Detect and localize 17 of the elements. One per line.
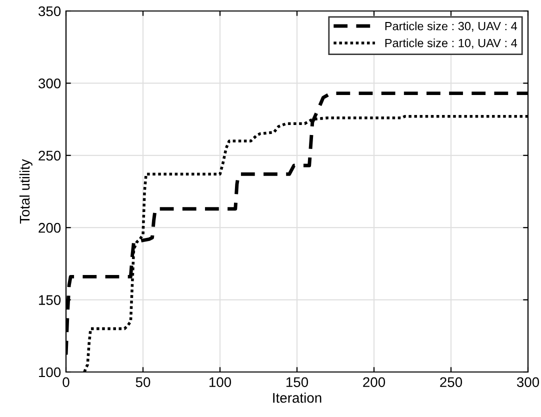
y-tick-label: 200 — [38, 222, 61, 233]
y-tick-label: 150 — [39, 295, 61, 305]
x-tick-label: 200 — [363, 377, 386, 388]
x-tick-label: 100 — [209, 377, 232, 388]
y-tick-label: 350 — [38, 6, 61, 16]
y-tick-label: 250 — [38, 150, 61, 161]
x-tick-label: 300 — [516, 377, 540, 388]
x-tick-label: 0 — [62, 377, 70, 388]
legend-label: Particle size : 30, UAV : 4 — [385, 22, 518, 32]
x-tick-label: 150 — [286, 377, 308, 388]
x-axis-title: Iteration — [273, 392, 322, 403]
x-tick-label: 250 — [440, 377, 462, 388]
legend-label: Particle size : 10, UAV : 4 — [385, 38, 518, 49]
y-tick-label: 300 — [38, 78, 61, 88]
y-tick-label: 100 — [39, 367, 61, 378]
y-axis-title: Total utility — [19, 159, 32, 224]
x-tick-label: 50 — [136, 377, 150, 388]
